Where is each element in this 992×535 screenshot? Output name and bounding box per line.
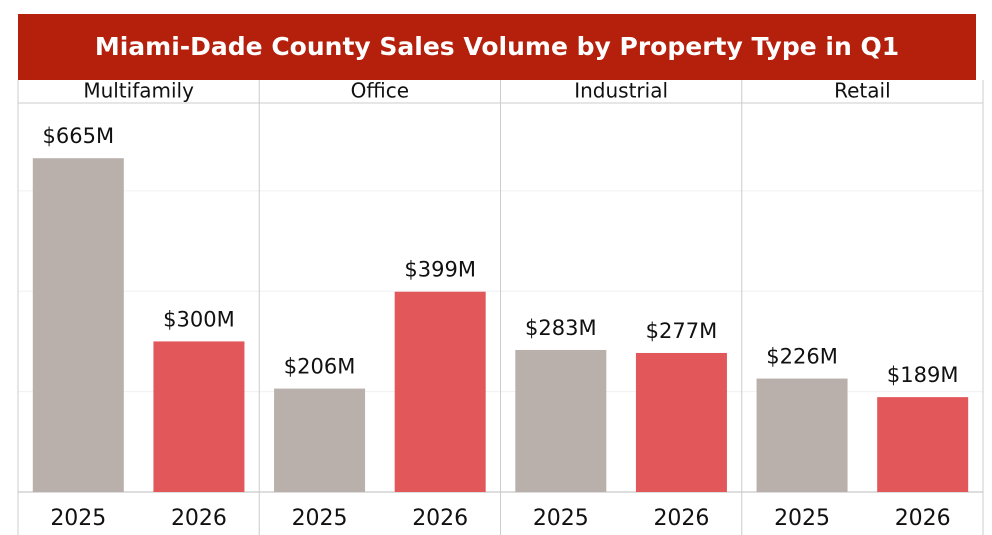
x-tick-label: 2025 bbox=[292, 506, 348, 531]
panel-label: Industrial bbox=[574, 79, 668, 103]
value-label: $283M bbox=[525, 316, 597, 340]
chart-title: Miami-Dade County Sales Volume by Proper… bbox=[95, 32, 899, 61]
value-label: $226M bbox=[766, 345, 838, 369]
title-bar bbox=[18, 14, 976, 80]
panel-label: Multifamily bbox=[83, 79, 194, 103]
x-tick-label: 2026 bbox=[171, 506, 227, 531]
value-label: $277M bbox=[646, 319, 718, 343]
bar bbox=[635, 352, 727, 492]
value-label: $206M bbox=[284, 355, 356, 379]
x-tick-label: 2025 bbox=[533, 506, 589, 531]
bar bbox=[274, 388, 366, 492]
x-tick-label: 2025 bbox=[50, 506, 106, 531]
panel-label: Retail bbox=[834, 79, 891, 103]
bar bbox=[756, 378, 848, 492]
value-label: $189M bbox=[887, 363, 959, 387]
bar bbox=[877, 397, 969, 492]
bar bbox=[515, 349, 607, 492]
bar bbox=[32, 158, 124, 493]
bar bbox=[394, 291, 486, 492]
bar bbox=[153, 341, 245, 492]
x-tick-label: 2025 bbox=[774, 506, 830, 531]
value-label: $300M bbox=[163, 307, 235, 331]
x-tick-label: 2026 bbox=[653, 506, 709, 531]
x-tick-label: 2026 bbox=[895, 506, 951, 531]
panel-label: Office bbox=[351, 79, 409, 103]
value-label: $399M bbox=[404, 258, 476, 282]
x-tick-label: 2026 bbox=[412, 506, 468, 531]
value-label: $665M bbox=[43, 124, 115, 148]
